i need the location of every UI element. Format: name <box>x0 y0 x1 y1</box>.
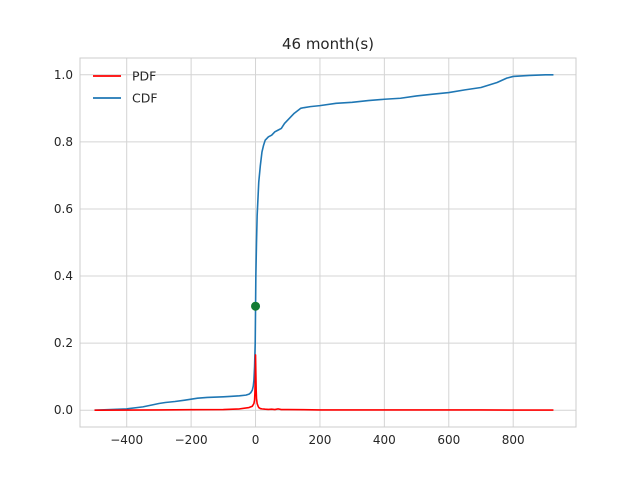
tick-labels: −400 −200 0 200 400 600 800 0.0 0.2 0.4 0.6 0.8 1.0 <box>54 68 525 447</box>
axes-frame <box>79 57 577 428</box>
series-line-cdf <box>94 73 554 412</box>
median-marker-point <box>251 301 261 311</box>
x-tick-label: 0 <box>252 433 260 447</box>
x-tick-label: 200 <box>308 433 331 447</box>
grid <box>80 58 576 427</box>
x-tick-label: 600 <box>437 433 460 447</box>
legend-label-cdf: CDF <box>132 91 158 106</box>
series-line-pdf <box>94 354 554 412</box>
y-tick-label: 0.6 <box>54 202 73 216</box>
y-tick-label: 0.8 <box>54 135 73 149</box>
x-tick-label: 800 <box>502 433 525 447</box>
y-tick-label: 0.4 <box>54 269 73 283</box>
x-tick-label: −400 <box>110 433 143 447</box>
series-layer <box>94 73 554 412</box>
y-tick-label: 0.0 <box>54 403 73 417</box>
chart-title: 46 month(s) <box>282 35 374 53</box>
x-tick-label: −200 <box>175 433 208 447</box>
legend-label-pdf: PDF <box>132 69 156 84</box>
x-tick-label: 400 <box>373 433 396 447</box>
legend: PDF CDF <box>93 69 158 106</box>
y-tick-label: 1.0 <box>54 68 73 82</box>
y-tick-label: 0.2 <box>54 336 73 350</box>
